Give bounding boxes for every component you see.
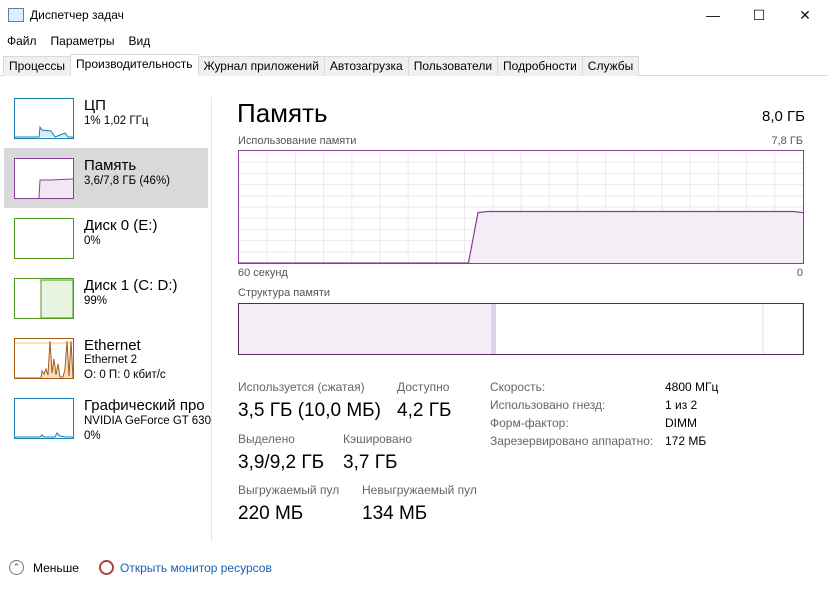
form-factor-label: Форм-фактор: <box>490 416 569 430</box>
sidebar-item-label: Графический про <box>84 397 205 414</box>
close-button[interactable]: ✕ <box>799 6 811 23</box>
chevron-up-icon[interactable]: ⌃ <box>9 560 24 575</box>
tab-performance[interactable]: Производительность <box>70 54 199 76</box>
sidebar-item-gpu[interactable]: Графический про NVIDIA GeForce GT 630 0% <box>4 388 211 448</box>
open-resource-monitor-link[interactable]: Открыть монитор ресурсов <box>120 561 272 575</box>
hw-reserved-label: Зарезервировано аппаратно: <box>490 434 654 448</box>
resource-monitor-icon <box>99 560 114 575</box>
slots-label: Использовано гнезд: <box>490 398 606 412</box>
tab-bar: Процессы Производительность Журнал прило… <box>3 54 640 76</box>
fewer-details-button[interactable]: Меньше <box>33 561 79 575</box>
disk0-thumbnail <box>14 218 74 259</box>
sidebar-item-detail: Ethernet 2 <box>84 354 138 366</box>
memory-thumbnail <box>14 158 74 199</box>
composition-label: Структура памяти <box>238 287 331 299</box>
form-factor-value: DIMM <box>665 416 697 430</box>
available-value: 4,2 ГБ <box>397 400 452 421</box>
tab-users[interactable]: Пользователи <box>407 56 499 76</box>
usage-graph-label: Использование памяти <box>238 135 357 147</box>
available-label: Доступно <box>397 380 450 394</box>
tab-app-history[interactable]: Журнал приложений <box>197 56 325 76</box>
sidebar-item-usage: 0% <box>84 430 101 442</box>
sidebar-item-disk-1[interactable]: Диск 1 (C: D:) 99% <box>4 268 208 328</box>
sidebar-item-memory[interactable]: Память 3,6/7,8 ГБ (46%) <box>4 148 208 208</box>
composition-free <box>763 304 803 354</box>
sidebar-item-label: Диск 1 (C: D:) <box>84 277 178 294</box>
sidebar-item-detail: NVIDIA GeForce GT 630 <box>84 415 211 427</box>
cached-label: Кэшировано <box>343 432 413 446</box>
nonpaged-pool-label: Невыгружаемый пул <box>362 483 477 497</box>
memory-usage-graph <box>238 150 804 264</box>
sidebar-item-label: ЦП <box>84 97 106 114</box>
maximize-button[interactable]: ☐ <box>752 6 766 23</box>
page-title: Память <box>237 98 328 128</box>
menu-bar: Файл Параметры Вид <box>0 31 157 51</box>
menu-file[interactable]: Файл <box>7 34 37 48</box>
minimize-button[interactable]: — <box>706 7 720 23</box>
nonpaged-pool-value: 134 МБ <box>362 503 428 524</box>
sidebar-item-throughput: О: 0 П: 0 кбит/с <box>84 369 166 381</box>
graph-x-right-label: 0 <box>796 267 803 279</box>
in-use-label: Используется (сжатая) <box>238 380 365 394</box>
composition-in_use <box>239 304 493 354</box>
memory-usage-chart <box>239 151 804 264</box>
menu-view[interactable]: Вид <box>128 34 151 48</box>
window-title: Диспетчер задач <box>30 8 124 22</box>
committed-value: 3,9/9,2 ГБ <box>238 452 325 473</box>
sidebar-item-label: Ethernet <box>84 337 141 354</box>
committed-label: Выделено <box>238 432 295 446</box>
sidebar-item-detail: 1% 1,02 ГГц <box>84 115 149 127</box>
composition-modified <box>492 304 496 354</box>
menu-options[interactable]: Параметры <box>50 34 115 48</box>
disk1-thumbnail <box>14 278 74 319</box>
sidebar-divider <box>211 97 212 541</box>
sidebar-item-ethernet[interactable]: Ethernet Ethernet 2 О: 0 П: 0 кбит/с <box>4 328 208 388</box>
memory-composition-bar <box>238 303 804 355</box>
sidebar-item-detail: 3,6/7,8 ГБ (46%) <box>84 175 171 187</box>
usage-graph-max: 7,8 ГБ <box>771 135 803 147</box>
title-bar: Диспетчер задач — ☐ ✕ <box>0 0 828 30</box>
tab-startup[interactable]: Автозагрузка <box>323 56 409 76</box>
hw-reserved-value: 172 МБ <box>665 434 707 448</box>
tab-processes[interactable]: Процессы <box>3 56 72 76</box>
speed-value: 4800 МГц <box>665 380 719 394</box>
sidebar-item-cpu[interactable]: ЦП 1% 1,02 ГГц <box>4 88 208 148</box>
in-use-value: 3,5 ГБ (10,0 МБ) <box>238 400 381 421</box>
tab-services[interactable]: Службы <box>581 56 640 76</box>
gpu-thumbnail <box>14 398 74 439</box>
sidebar-item-label: Диск 0 (E:) <box>84 217 158 234</box>
composition-standby <box>495 304 764 354</box>
tab-details[interactable]: Подробности <box>497 56 583 76</box>
sidebar-item-label: Память <box>84 157 137 174</box>
usage-area <box>239 211 803 263</box>
speed-label: Скорость: <box>490 380 546 394</box>
memory-composition-chart <box>239 304 804 354</box>
cpu-thumbnail <box>14 98 74 139</box>
total-memory: 8,0 ГБ <box>762 108 805 125</box>
sidebar-item-detail: 99% <box>84 295 108 307</box>
task-manager-icon <box>8 8 24 22</box>
paged-pool-label: Выгружаемый пул <box>238 483 340 497</box>
paged-pool-value: 220 МБ <box>238 503 304 524</box>
sidebar-item-detail: 0% <box>84 235 101 247</box>
ethernet-thumbnail <box>14 338 74 379</box>
slots-value: 1 из 2 <box>665 398 698 412</box>
sidebar-item-disk-0[interactable]: Диск 0 (E:) 0% <box>4 208 208 268</box>
cached-value: 3,7 ГБ <box>343 452 398 473</box>
graph-x-left-label: 60 секунд <box>238 267 288 279</box>
